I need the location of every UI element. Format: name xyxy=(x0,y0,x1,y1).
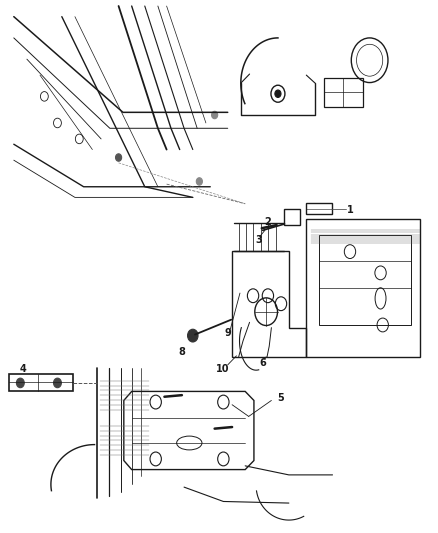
Circle shape xyxy=(16,378,24,387)
Text: 8: 8 xyxy=(178,346,185,357)
Circle shape xyxy=(187,329,198,342)
Text: 10: 10 xyxy=(216,364,229,374)
Text: 2: 2 xyxy=(265,217,272,228)
Text: 3: 3 xyxy=(255,235,261,245)
Text: 4: 4 xyxy=(19,364,26,374)
Text: 9: 9 xyxy=(224,328,231,338)
Text: 1: 1 xyxy=(347,205,354,215)
Circle shape xyxy=(53,378,61,387)
Circle shape xyxy=(196,177,202,185)
Circle shape xyxy=(116,154,122,161)
Text: 6: 6 xyxy=(259,358,266,368)
Circle shape xyxy=(275,90,281,98)
Text: 5: 5 xyxy=(277,393,283,403)
Circle shape xyxy=(212,111,218,119)
